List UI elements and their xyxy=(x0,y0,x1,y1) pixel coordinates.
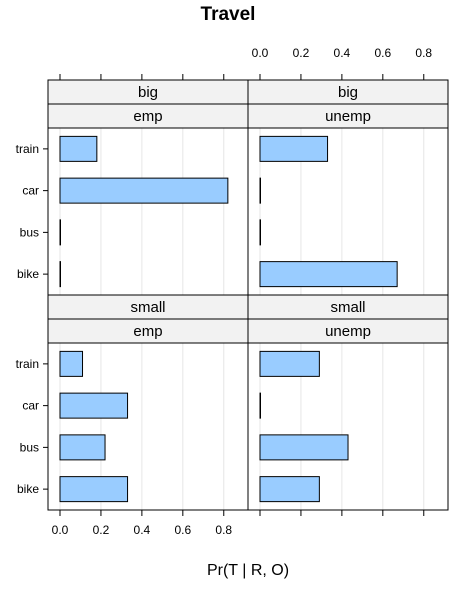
bar-train xyxy=(59,350,84,377)
y-tick-label: bus xyxy=(20,440,39,454)
y-tick-label: bus xyxy=(20,225,39,239)
strip-bottom-label: emp xyxy=(133,108,162,125)
bar-bus xyxy=(259,219,261,246)
x-tick-label-top: 0.2 xyxy=(293,46,310,60)
x-tick-label-bottom: 0.4 xyxy=(134,523,151,537)
bar-car xyxy=(259,392,261,419)
panel-border xyxy=(247,342,449,511)
x-tick-label-top: 0.0 xyxy=(252,46,269,60)
strip-bottom-bg xyxy=(47,318,249,344)
bar-bike xyxy=(59,261,61,288)
strip-bottom-label: unemp xyxy=(325,108,371,125)
x-tick-label-bottom: 0.6 xyxy=(174,523,191,537)
bar-bus xyxy=(59,219,61,246)
y-tick-label: bike xyxy=(17,267,39,281)
x-tick-label-bottom: 0.8 xyxy=(215,523,232,537)
y-tick-label: train xyxy=(16,142,39,156)
strip-bottom-label: emp xyxy=(133,323,162,340)
bar-train xyxy=(259,350,320,377)
panels-group: big emp big unemp small emp small unemp train car… xyxy=(16,46,449,537)
strip-top-bg xyxy=(47,294,249,320)
bar-car xyxy=(259,177,261,204)
y-tick-label: train xyxy=(16,357,39,371)
bar-car xyxy=(59,392,129,419)
strip-top-bg xyxy=(247,294,449,320)
strip-top-label: big xyxy=(338,84,358,101)
x-tick-label-top: 0.4 xyxy=(334,46,351,60)
bar-bus xyxy=(59,434,106,461)
bar-bus xyxy=(259,434,349,461)
bar-car xyxy=(59,177,229,204)
y-tick-label: car xyxy=(22,184,39,198)
x-tick-label-bottom: 0.2 xyxy=(93,523,110,537)
y-tick-label: bike xyxy=(17,482,39,496)
strip-top-label: small xyxy=(330,299,365,316)
strip-top-bg xyxy=(247,79,449,105)
chart-title: Travel xyxy=(201,4,256,25)
bar-bike xyxy=(259,476,320,503)
x-axis-label: Pr(T | R, O) xyxy=(207,562,289,579)
strip-top-bg xyxy=(47,79,249,105)
strip-top-label: small xyxy=(130,299,165,316)
bar-bike xyxy=(259,261,398,288)
x-tick-label-top: 0.6 xyxy=(374,46,391,60)
y-tick-label: car xyxy=(22,399,39,413)
x-tick-label-top: 0.8 xyxy=(415,46,432,60)
bar-bike xyxy=(59,476,129,503)
strip-bottom-bg xyxy=(247,103,449,129)
strip-top-label: big xyxy=(138,84,158,101)
x-tick-label-bottom: 0.0 xyxy=(52,523,69,537)
strip-bottom-bg xyxy=(247,318,449,344)
strip-bottom-label: unemp xyxy=(325,323,371,340)
bar-train xyxy=(259,135,329,162)
bar-train xyxy=(59,135,98,162)
